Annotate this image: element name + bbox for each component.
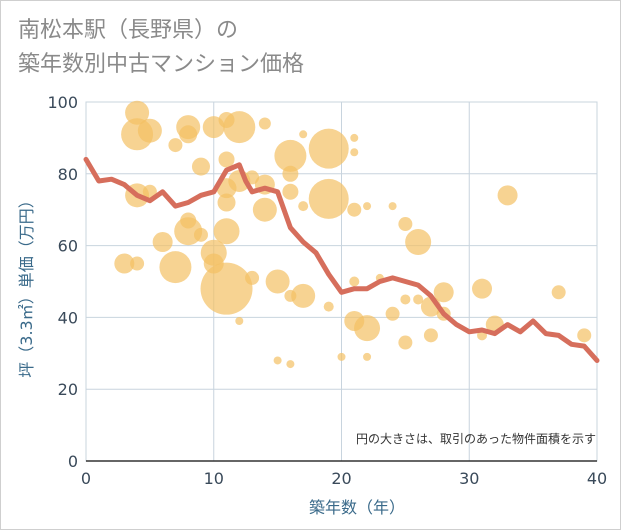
bubble [218,151,235,168]
bubble [323,301,334,312]
bubble [152,232,173,253]
bubble [125,100,150,125]
bubble [298,201,309,212]
chart-title: 南松本駅（長野県）の 築年数別中古マンション価格 [18,14,304,82]
bubble [423,328,438,343]
bubble [213,218,240,245]
bubble [217,193,236,212]
x-tick-label: 10 [204,469,224,488]
bubble [200,262,253,315]
bubble [398,217,413,232]
bubble [265,269,290,294]
y-tick-label: 20 [58,380,78,399]
bubble [282,183,299,200]
bubble [363,352,372,361]
y-axis-label: 坪（3.3㎡）単価（万円） [17,192,36,377]
y-tick-label: 80 [58,165,78,184]
bubble [497,185,518,206]
bubble [413,294,424,305]
bubble [223,111,256,144]
bubble [400,294,411,305]
bubble [349,276,360,287]
bubble [405,229,432,256]
axes: 0 10 20 30 40 0 20 40 60 80 100 [47,93,607,488]
bubble [350,148,359,157]
bubble [354,315,381,342]
bubble [308,178,349,219]
bubble [130,256,145,271]
bubble [337,352,346,361]
bubble [245,270,260,285]
bubble [472,278,493,299]
bubbles [114,100,592,369]
x-tick-label: 40 [587,469,607,488]
bubble [363,202,372,211]
bubble [114,253,135,274]
bubble [385,306,400,321]
bubble [193,227,208,242]
bubble [282,165,299,182]
bubble [179,125,198,144]
bubble [273,356,282,365]
bubble [258,117,271,130]
title-line-2: 築年数別中古マンション価格 [18,52,305,77]
size-note: 円の大きさは、取引のあった物件面積を示す [356,431,596,446]
bubble [291,283,316,308]
bubble [433,282,454,303]
bubble [235,316,244,325]
x-tick-label: 20 [331,469,351,488]
bubble [180,212,197,229]
bubble [137,118,162,143]
bubble [274,139,307,172]
y-tick-label: 60 [58,237,78,256]
bubble [299,130,308,139]
title-line-1: 南松本駅（長野県）の [18,18,239,43]
bubble [350,133,359,142]
bubble [388,202,397,211]
bubble [347,202,362,217]
bubble [159,251,192,284]
bubble [577,328,592,343]
y-tick-label: 0 [68,452,78,471]
bubble [551,285,566,300]
y-tick-label: 100 [47,93,78,112]
bubble [252,197,277,222]
bubble [398,335,413,350]
x-tick-label: 30 [459,469,479,488]
average-price-line [83,156,600,363]
y-tick-label: 40 [58,308,78,327]
bubble [286,360,295,369]
bubble [191,157,210,176]
x-tick-label: 0 [81,469,91,488]
bubble [168,138,183,153]
bubble [308,128,349,169]
x-axis-label: 築年数（年） [309,498,405,517]
trend-line [83,156,600,363]
